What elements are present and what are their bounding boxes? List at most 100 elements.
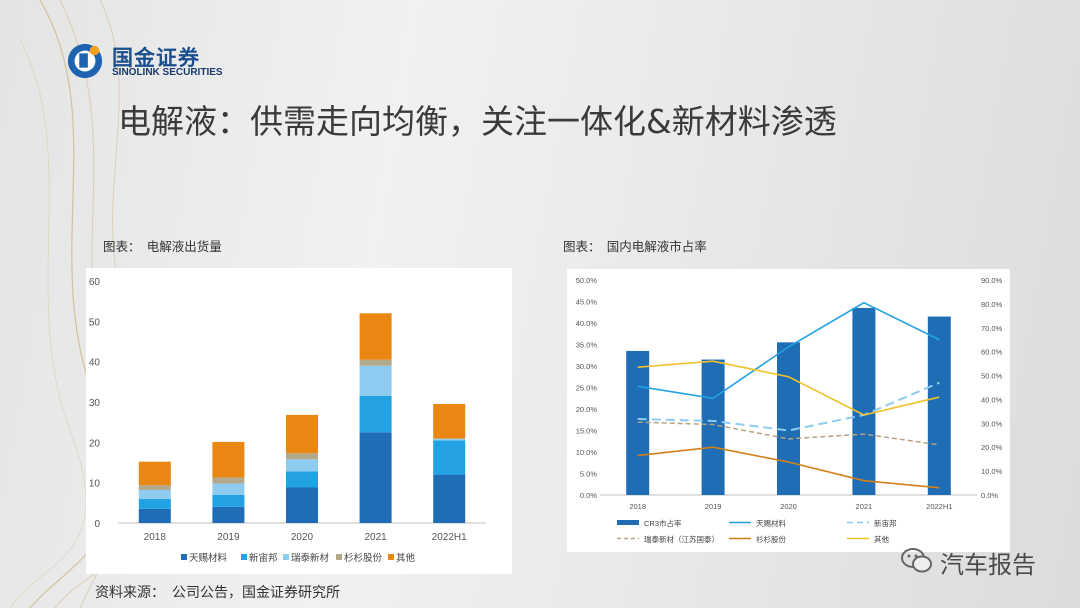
right-y-tick-label: 70.0% — [981, 324, 1003, 333]
bar-segment — [359, 395, 392, 433]
bar-segment — [433, 474, 466, 523]
bar-segment — [286, 487, 318, 523]
x-tick-label: 2021 — [856, 502, 873, 511]
wechat-icon — [901, 548, 932, 573]
bar-segment — [138, 485, 171, 490]
legend-label: 其他 — [396, 552, 416, 564]
bar-segment — [286, 414, 318, 454]
logo-english-name: SINOLINK SECURITIES — [112, 67, 223, 78]
chart2-caption: 图表： 国内电解液市占率 — [563, 239, 707, 254]
bar-segment — [359, 432, 392, 523]
right-y-tick-label: 20.0% — [981, 443, 1003, 452]
ruitai-line — [637, 421, 940, 446]
slide-title: 电解液：供需走向均衡，关注一体化&新材料渗透 — [118, 102, 837, 141]
legend-label: 瑞泰新材（江苏国泰） — [644, 534, 719, 544]
cr3-bar — [852, 307, 876, 495]
right-y-tick-label: 30.0% — [981, 419, 1003, 428]
legend-swatch — [617, 520, 639, 525]
legend-swatch — [181, 554, 187, 560]
y-tick-label: 20 — [89, 438, 101, 449]
bar-segment — [433, 438, 466, 440]
others-line — [637, 360, 940, 416]
right-y-tick-label: 50.0% — [981, 372, 1003, 381]
left-y-tick-label: 30.0% — [576, 362, 598, 371]
sinolink-logo-icon — [67, 43, 103, 79]
watermark-text: 汽车报告 — [940, 551, 1036, 579]
left-y-tick-label: 10.0% — [576, 448, 598, 457]
right-y-tick-label: 0.0% — [981, 491, 998, 500]
tianci-line — [637, 301, 940, 400]
legend-label: 天赐材料 — [756, 518, 786, 528]
bar-segment — [359, 313, 392, 360]
right-y-tick-label: 80.0% — [981, 300, 1003, 309]
data-source-note: 资料来源： 公司公告，国金证券研究所 — [95, 585, 340, 601]
y-tick-label: 50 — [89, 317, 101, 328]
y-tick-label: 40 — [89, 358, 101, 369]
left-y-tick-label: 5.0% — [580, 470, 597, 479]
cr3-bar — [777, 342, 800, 495]
left-y-tick-label: 50.0% — [576, 276, 598, 285]
legend-label: 新宙邦 — [249, 552, 278, 564]
shanshan-line — [637, 446, 940, 489]
x-tick-label: 2020 — [780, 502, 797, 511]
left-y-tick-label: 40.0% — [576, 319, 598, 328]
left-y-tick-label: 15.0% — [576, 427, 598, 436]
legend-label: CR3市占率 — [644, 518, 682, 528]
bar-segment — [212, 483, 245, 495]
bar-segment — [212, 494, 245, 507]
left-y-tick-label: 35.0% — [576, 341, 598, 350]
x-tick-label: 2018 — [629, 502, 646, 511]
bar-segment — [138, 508, 171, 523]
legend-label: 天赐材料 — [189, 552, 228, 564]
x-tick-label: 2019 — [217, 532, 240, 543]
logo-chinese-name: 国金证券 — [112, 46, 200, 70]
legend-swatch — [388, 554, 394, 560]
chart1-caption: 图表： 电解液出货量 — [103, 239, 222, 254]
bar-segment — [286, 459, 318, 472]
xinzhou-line — [637, 381, 940, 432]
legend-label: 杉杉股份 — [756, 534, 786, 544]
x-tick-label: 2018 — [144, 532, 167, 543]
bar-segment — [138, 498, 171, 509]
watermark: 汽车报告 — [900, 544, 1060, 579]
right-y-tick-label: 90.0% — [981, 276, 1003, 285]
legend-label: 杉杉股份 — [344, 552, 383, 564]
brand-logo: 国金证券 SINOLINK SECURITIES — [66, 40, 266, 84]
bar-segment — [212, 506, 245, 523]
bar-segment — [138, 489, 171, 499]
x-tick-label: 2020 — [291, 532, 314, 543]
market-share-combo-chart: 0.0% 5.0% 10.0% 15.0% 20.0% 25.0% 30.0% 35.0% 40… — [576, 276, 1003, 544]
right-y-tick-label: 60.0% — [981, 348, 1003, 357]
bar-segment — [212, 477, 245, 484]
y-tick-label: 60 — [89, 277, 101, 288]
legend-label: 新宙邦 — [874, 518, 897, 528]
bar-segment — [359, 359, 392, 366]
bar-segment — [433, 440, 466, 475]
x-tick-label: 2022H1 — [926, 502, 952, 511]
bar-segment — [286, 471, 318, 488]
left-y-tick-label: 45.0% — [576, 298, 598, 307]
bar-segment — [433, 439, 466, 441]
y-tick-label: 0 — [94, 519, 100, 530]
legend-label: 瑞泰新材 — [291, 552, 330, 564]
cr3-bar — [927, 316, 951, 495]
market-share-chart-panel: 0.0% 5.0% 10.0% 15.0% 20.0% 25.0% 30.0% 35.0% 40… — [567, 269, 1010, 552]
bar-segment — [433, 404, 466, 439]
left-y-tick-label: 0.0% — [580, 491, 597, 500]
shipment-stacked-bar-chart: 0 10 20 30 40 50 60 2018 2019 2020 2021 2022H1 天赐材料 新… — [89, 277, 486, 564]
bar-segment — [212, 441, 245, 478]
x-tick-label: 2022H1 — [432, 532, 467, 543]
bar-segment — [138, 461, 171, 486]
right-y-tick-label: 40.0% — [981, 395, 1003, 404]
left-y-tick-label: 20.0% — [576, 405, 598, 414]
bar-segment — [359, 365, 392, 396]
x-tick-label: 2021 — [364, 532, 387, 543]
y-tick-label: 30 — [89, 398, 101, 409]
left-y-tick-label: 25.0% — [576, 384, 598, 393]
right-y-tick-label: 10.0% — [981, 467, 1003, 476]
legend-swatch — [283, 554, 289, 560]
legend-swatch — [241, 554, 247, 560]
y-tick-label: 10 — [89, 479, 101, 490]
legend-label: 其他 — [874, 534, 889, 544]
cr3-bar — [701, 359, 725, 495]
